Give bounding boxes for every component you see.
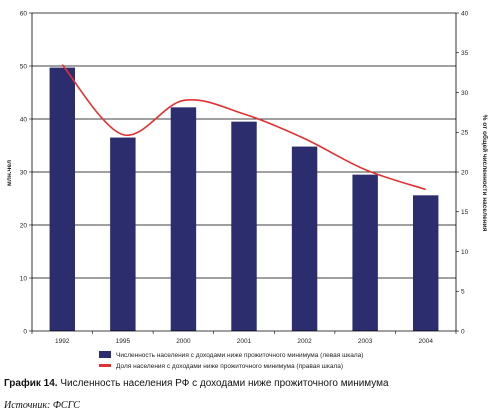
x-tick-label: 1992 — [55, 338, 70, 345]
left-tick-label: 0 — [23, 328, 27, 335]
bar-series — [49, 67, 439, 332]
x-tick-label: 1995 — [116, 338, 131, 345]
right-tick-label: 20 — [461, 169, 469, 176]
x-tick-label: 2004 — [418, 338, 433, 345]
right-tick-label: 0 — [461, 328, 465, 335]
right-tick-label: 35 — [461, 50, 469, 57]
right-axis-ticks: 0 5 10 15 20 25 30 35 40 — [456, 10, 469, 335]
caption-label: График 14. — [4, 378, 58, 389]
left-tick-label: 20 — [20, 222, 28, 229]
legend-label-line: Доля населения с доходами ниже прожиточн… — [116, 363, 343, 370]
bar — [231, 121, 257, 332]
bar — [110, 137, 136, 331]
right-tick-label: 15 — [461, 209, 469, 216]
legend-swatch-line — [99, 364, 111, 367]
chart: 0 10 20 30 40 50 60 0 5 10 15 20 25 30 35 40 1992 1995 2… — [6, 10, 489, 370]
right-tick-label: 25 — [461, 130, 469, 137]
left-tick-label: 60 — [20, 10, 28, 17]
right-tick-label: 30 — [461, 90, 469, 97]
left-axis-title: млн.чел — [6, 160, 13, 186]
x-axis-ticks: 1992 1995 2000 2001 2002 2003 2004 — [31, 331, 457, 345]
legend-label-bars: Численность населения с доходами ниже пр… — [116, 352, 363, 359]
left-tick-label: 40 — [20, 116, 28, 123]
bar — [352, 174, 378, 331]
x-tick-label: 2000 — [176, 338, 191, 345]
left-tick-label: 30 — [20, 169, 28, 176]
bar — [291, 146, 318, 331]
bar — [49, 67, 76, 331]
x-tick-label: 2002 — [297, 338, 312, 345]
x-tick-label: 2003 — [358, 338, 373, 345]
series-line — [61, 64, 426, 191]
left-tick-label: 10 — [20, 275, 28, 282]
right-tick-label: 10 — [461, 249, 469, 256]
figure-caption: График 14. Численность населения РФ с до… — [4, 378, 484, 389]
legend-swatch-bars — [99, 351, 111, 358]
caption-text: Численность населения РФ с доходами ниже… — [60, 378, 389, 389]
line-series — [61, 64, 426, 191]
legend: Численность населения с доходами ниже пр… — [99, 351, 363, 370]
left-tick-label: 50 — [20, 63, 28, 70]
right-tick-label: 40 — [461, 10, 469, 17]
x-tick-label: 2001 — [237, 338, 252, 345]
bar — [412, 195, 439, 331]
right-tick-label: 5 — [461, 289, 465, 296]
figure-source: Источник: ФСГС — [4, 400, 80, 411]
left-axis-ticks: 0 10 20 30 40 50 60 — [20, 10, 32, 335]
bar — [170, 107, 197, 331]
right-axis-title: % от общей численности населения — [481, 115, 489, 232]
